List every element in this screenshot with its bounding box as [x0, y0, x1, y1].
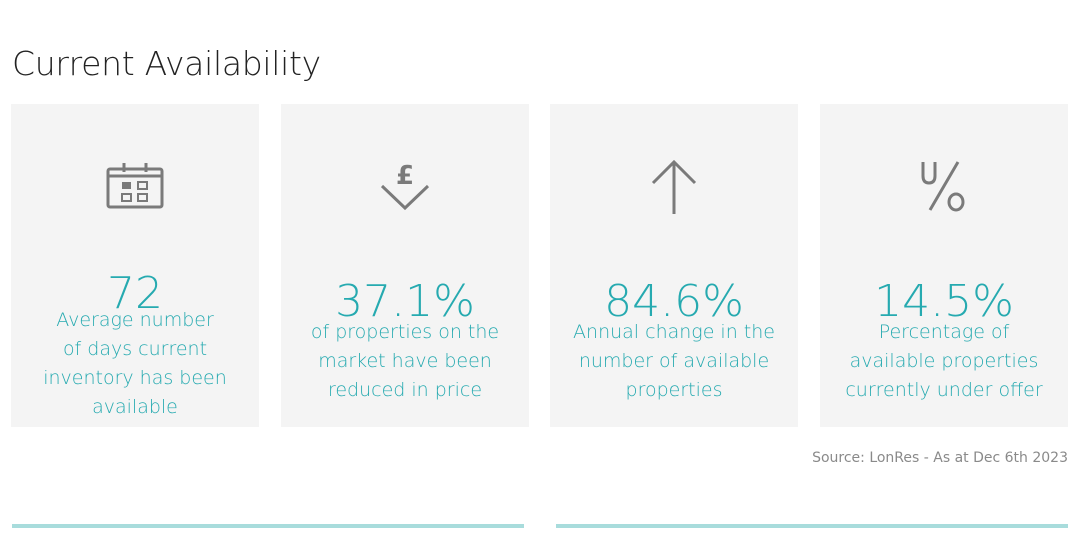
- stat-value: 84.6%: [604, 276, 744, 327]
- stat-description-line: of days current: [62, 338, 208, 360]
- stat-description: Annual change in the number of available…: [550, 318, 798, 405]
- calendar-icon: [11, 156, 259, 216]
- svg-text:£: £: [396, 161, 414, 191]
- stat-description-line: Average number: [56, 309, 214, 331]
- stat-description: of properties on the market have been re…: [281, 318, 529, 405]
- divider-right: [556, 524, 1068, 528]
- stat-description-line: reduced in price: [327, 379, 483, 401]
- stat-description-line: available properties: [849, 350, 1039, 372]
- stat-description-line: of properties on the: [310, 321, 500, 343]
- stat-description-line: currently under offer: [845, 379, 1043, 401]
- stat-description-line: inventory has been: [43, 367, 227, 389]
- stat-description-line: number of available: [578, 350, 770, 372]
- stat-value: 72: [107, 268, 163, 319]
- stat-value: 14.5%: [874, 276, 1014, 327]
- stat-description-line: Percentage of: [878, 321, 1010, 343]
- percent-icon: [820, 156, 1068, 216]
- stat-card-price-reduced: £ 37.1% of properties on the market have…: [281, 104, 529, 427]
- stat-description-line: market have been: [318, 350, 492, 372]
- stat-description-line: Annual change in the: [573, 321, 775, 343]
- stat-value: 37.1%: [335, 276, 475, 327]
- arrow-up-icon: [550, 156, 798, 216]
- divider-left: [12, 524, 524, 528]
- source-note: Source: LonRes - As at Dec 6th 2023: [812, 450, 1068, 466]
- stat-description: Average number of days current inventory…: [11, 306, 259, 422]
- page-title: Current Availability: [12, 44, 321, 83]
- stat-card-annual-change: 84.6% Annual change in the number of ava…: [550, 104, 798, 427]
- stat-card-under-offer: 14.5% Percentage of available properties…: [820, 104, 1068, 427]
- pound-down-arrow-icon: £: [281, 156, 529, 216]
- stat-description-line: properties: [625, 379, 723, 401]
- stat-card-days-available: 72 Average number of days current invent…: [11, 104, 259, 427]
- stat-description-line: available: [92, 396, 178, 418]
- stat-description: Percentage of available properties curre…: [820, 318, 1068, 405]
